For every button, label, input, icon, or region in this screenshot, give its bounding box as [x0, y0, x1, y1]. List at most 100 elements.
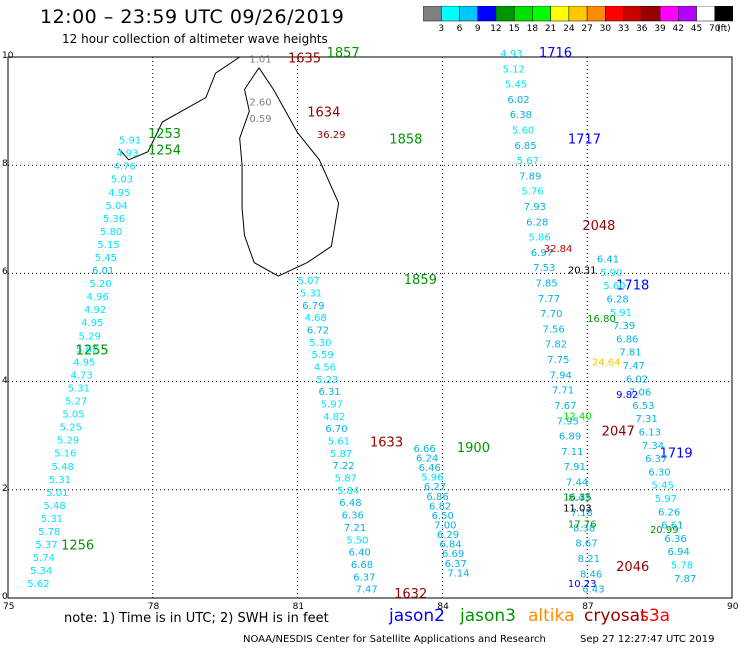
colorbar-label: 39 — [654, 24, 666, 34]
wave-height-value: 11.03 — [563, 503, 592, 514]
wave-height-value: 5.31 — [49, 475, 71, 486]
wave-height-value: 6.30 — [648, 467, 670, 478]
wave-height-value: 7.06 — [629, 388, 651, 399]
wave-height-value: 6.01 — [92, 266, 114, 277]
wave-height-value: 5.84 — [337, 486, 359, 497]
wave-height-value: 5.91 — [119, 136, 141, 147]
wave-height-value: 5.48 — [43, 501, 65, 512]
wave-height-value: 6.28 — [607, 294, 629, 305]
wave-height-value: 5.03 — [111, 175, 133, 186]
wave-height-value: 6.94 — [668, 547, 690, 558]
wave-height-value: 20.99 — [650, 525, 679, 536]
wave-height-value: 5.62 — [27, 579, 49, 590]
footnote: note: 1) Time is in UTC; 2) SWH is in fe… — [64, 611, 329, 626]
legend-s3a: s3a — [640, 606, 671, 626]
wave-height-value: 7.14 — [447, 568, 469, 579]
wave-height-value: 8.46 — [580, 569, 602, 580]
colorbar-label: 24 — [563, 24, 575, 34]
colorbar-label: 21 — [544, 24, 557, 34]
wave-height-value: 6.41 — [597, 255, 619, 266]
wave-height-value: 6.37 — [645, 454, 667, 465]
wave-height-value: 5.05 — [62, 410, 84, 421]
wave-height-value: 5.12 — [503, 64, 525, 75]
colorbar-label: 36 — [636, 24, 648, 34]
wave-height-value: 5.29 — [79, 331, 101, 342]
pass-time-label: 1858 — [389, 133, 422, 148]
wave-height-value: 9.82 — [616, 390, 638, 401]
wave-height-value: 4.68 — [305, 313, 327, 324]
wave-height-value: 5.67 — [517, 156, 539, 167]
wave-height-value: 5.27 — [65, 397, 87, 408]
wave-height-value: 5.23 — [316, 375, 338, 386]
pass-time-label: 1634 — [307, 106, 340, 121]
legend-altika: altika — [528, 606, 575, 626]
wave-height-value: 7.89 — [519, 171, 541, 182]
wave-height-value: 6.72 — [307, 326, 329, 337]
wave-height-value: 5.78 — [38, 527, 60, 538]
wave-height-value: 6.97 — [531, 248, 553, 259]
colorbar-label: 45 — [690, 24, 703, 34]
wave-height-value: 7.11 — [561, 447, 583, 458]
wave-height-value: 5.15 — [97, 240, 119, 251]
wave-height-value: 7.34 — [642, 441, 664, 452]
wave-height-value: 5.90 — [600, 268, 622, 279]
wave-height-value: 7.22 — [332, 461, 354, 472]
lat-tick-label: 6 — [2, 267, 8, 278]
wave-height-value: 7.77 — [538, 294, 560, 305]
wave-height-value: 5.78 — [671, 560, 693, 571]
wave-height-value: 7.94 — [550, 370, 572, 381]
pass-time-label: 2046 — [616, 560, 649, 575]
wave-height-value: 7.47 — [623, 361, 645, 372]
wave-height-value: 7.93 — [524, 202, 546, 213]
colorbar-label: 27 — [581, 24, 593, 34]
wave-height-value: 5.76 — [521, 187, 543, 198]
credit-text: NOAA/NESDIS Center for Satellite Applica… — [243, 634, 546, 645]
wave-height-value: 6.27 — [424, 482, 446, 493]
wave-height-value: 7.95 — [557, 416, 579, 427]
wave-height-value: 7.75 — [547, 355, 569, 366]
wave-height-value: 4.93 — [500, 49, 522, 60]
pass-time-label: 1859 — [404, 273, 437, 288]
lat-tick-label: 8 — [2, 159, 8, 170]
wave-height-value: 16.35 — [563, 493, 592, 504]
pass-time-label: 1716 — [539, 46, 572, 61]
wave-height-value: 5.45 — [652, 481, 674, 492]
colorbar-label: 12 — [490, 24, 502, 34]
wave-height-value: 6.61 — [661, 521, 683, 532]
wave-height-value: 8.38 — [573, 523, 595, 534]
wave-height-value: 6.84 — [439, 540, 461, 551]
wave-height-value: 7.82 — [545, 340, 567, 351]
wave-height-value: 5.31 — [68, 383, 90, 394]
legend-cryosat: cryosat — [584, 606, 647, 626]
wave-height-value: 7.91 — [564, 462, 586, 473]
wave-height-value: 5.91 — [610, 308, 632, 319]
lon-tick-label: 81 — [292, 602, 305, 612]
wave-height-value: 6.24 — [416, 454, 438, 465]
wave-height-value: 20.31 — [568, 265, 597, 276]
colorbar-label: 30 — [599, 24, 612, 34]
color-scale-labels: 3 6 9 12 15 18 21 24 27 30 33 36 39 42 45 70 (ft) — [423, 24, 733, 36]
wave-height-value: 7.39 — [613, 321, 635, 332]
pass-time-label: 1256 — [61, 538, 94, 553]
wave-height-value: 5.97 — [321, 400, 343, 411]
wave-height-value: 6.79 — [302, 301, 324, 312]
wave-height-value: 4.95 — [81, 318, 103, 329]
pass-time-label: 2048 — [582, 219, 615, 234]
pass-time-label: 1717 — [568, 133, 601, 148]
lat-tick-label: 10 — [2, 51, 14, 61]
colorbar-swatch — [714, 6, 733, 22]
wave-height-value: 8.67 — [575, 539, 597, 550]
wave-height-value: 12.40 — [563, 411, 592, 422]
wave-height-value: 17.76 — [568, 520, 597, 531]
wave-height-value: 7.00 — [434, 521, 456, 532]
wave-height-value: 5.96 — [421, 473, 443, 484]
lon-tick-label: 87 — [582, 602, 594, 612]
lat-tick-label: 2 — [2, 483, 8, 494]
wave-height-value: 5.97 — [655, 494, 677, 505]
wave-height-value: 4.95 — [73, 357, 95, 368]
wave-height-value: 6.43 — [582, 585, 604, 596]
color-scale-bar — [423, 6, 733, 22]
pass-time-label: 1900 — [457, 441, 490, 456]
wave-height-value: 5.16 — [54, 449, 76, 460]
